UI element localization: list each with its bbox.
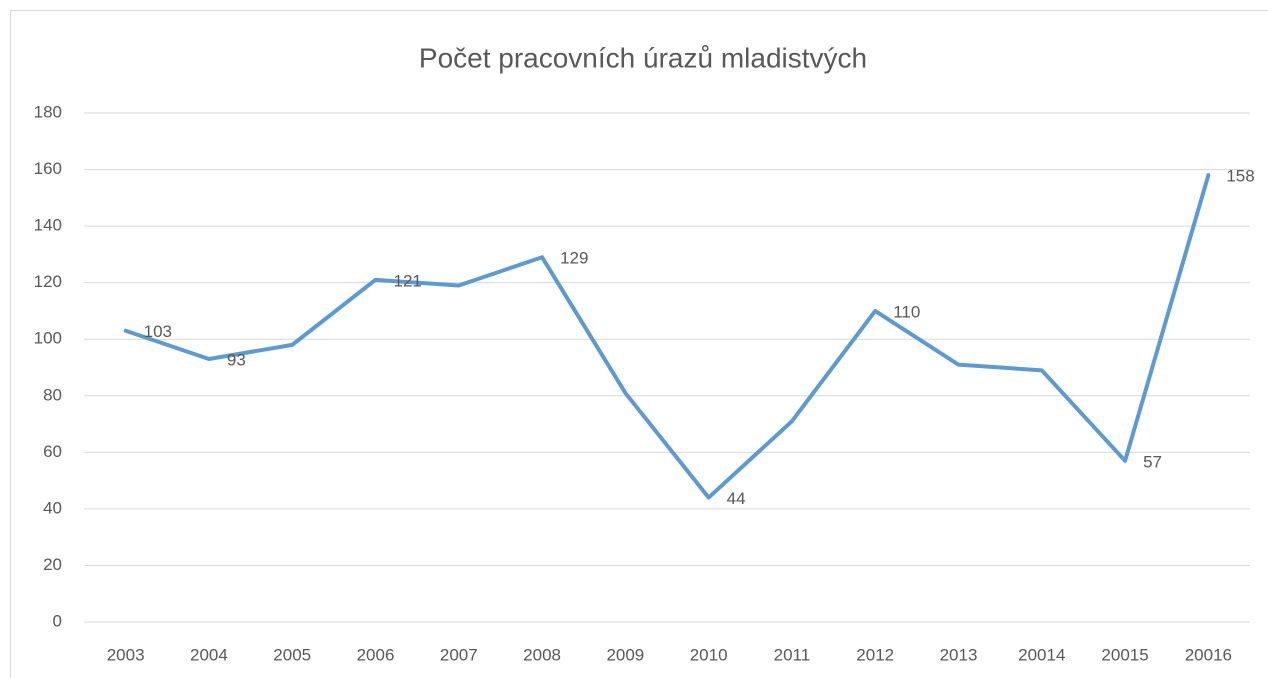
y-tick-label: 60	[43, 442, 62, 461]
y-tick-label: 80	[43, 385, 62, 404]
x-tick-label: 2011	[774, 645, 811, 664]
data-label: 44	[727, 489, 746, 508]
x-tick-label: 2009	[606, 645, 644, 664]
y-tick-label: 40	[43, 498, 62, 517]
x-tick-label: 2005	[273, 645, 311, 664]
chart-title: Počet pracovních úrazů mladistvých	[419, 42, 867, 73]
data-label: 57	[1143, 452, 1162, 471]
y-tick-label: 100	[34, 329, 62, 348]
data-label: 110	[893, 302, 920, 321]
y-tick-label: 0	[53, 611, 62, 630]
x-tick-label: 20016	[1185, 645, 1232, 664]
x-tick-label: 2013	[940, 645, 978, 664]
x-tick-label: 2010	[690, 645, 728, 664]
x-tick-label: 2003	[107, 645, 145, 664]
data-label: 121	[394, 271, 422, 290]
chart-frame	[10, 10, 1268, 678]
x-tick-label: 2004	[190, 645, 228, 664]
y-tick-label: 120	[34, 272, 62, 291]
y-tick-label: 160	[34, 159, 62, 178]
y-tick-label: 180	[34, 102, 62, 121]
y-tick-label: 140	[34, 216, 62, 235]
data-label: 103	[144, 322, 172, 341]
data-line	[123, 173, 1211, 500]
x-tick-label: 2012	[856, 645, 894, 664]
x-tick-label: 2008	[523, 645, 561, 664]
data-label: 93	[227, 351, 246, 370]
x-tick-label: 2006	[357, 645, 395, 664]
data-label: 158	[1226, 167, 1254, 186]
x-tick-label: 20014	[1018, 645, 1065, 664]
x-tick-label: 20015	[1101, 645, 1148, 664]
y-tick-label: 20	[43, 555, 62, 574]
data-label: 129	[560, 249, 588, 268]
x-tick-label: 2007	[440, 645, 478, 664]
